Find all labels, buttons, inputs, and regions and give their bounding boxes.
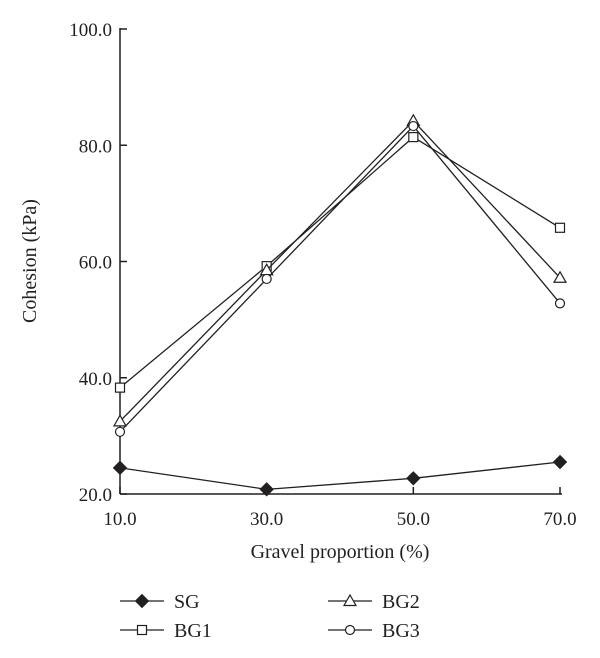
x-ticks: 10.0 30.0 50.0 70.0: [103, 487, 577, 530]
data-point-sg: [112, 460, 128, 476]
data-point-bg3: [554, 298, 566, 309]
data-point-sg: [552, 454, 568, 470]
x-tick-label: 30.0: [250, 509, 283, 530]
series-line-sg: [119, 461, 561, 491]
x-tick-label: 70.0: [543, 509, 576, 530]
legend-item-bg2: BG2: [328, 591, 420, 613]
y-ticks: 20.0 40.0 60.0 80.0 100.0: [69, 20, 127, 506]
data-point-sg: [406, 471, 421, 486]
data-point-bg1: [554, 222, 566, 233]
series-bg3: [114, 120, 566, 437]
series-line-bg3: [119, 125, 561, 433]
data-point-bg1: [408, 132, 419, 143]
data-point-bg3: [408, 120, 419, 132]
series-line-bg1: [119, 136, 561, 389]
data-point-bg3: [114, 426, 126, 437]
legend-item-bg1: BG1: [120, 620, 212, 642]
y-tick-label: 60.0: [79, 253, 112, 274]
legend-label-bg2: BG2: [382, 591, 420, 613]
legend-label-bg1: BG1: [174, 620, 212, 642]
y-tick-label: 20.0: [79, 485, 112, 506]
series-bg1: [114, 132, 566, 393]
axes: [119, 28, 562, 495]
legend: SG BG1 BG2 BG3: [120, 591, 420, 642]
legend-label-sg: SG: [174, 591, 200, 613]
legend-marker-sg: [134, 593, 150, 609]
series-group: [112, 113, 568, 497]
series-sg: [112, 454, 568, 497]
y-tick-label: 80.0: [79, 136, 112, 157]
data-point-bg3: [261, 273, 272, 285]
data-point-sg: [259, 482, 274, 497]
x-axis-title: Gravel proportion (%): [251, 541, 430, 563]
legend-marker-bg2: [342, 593, 358, 607]
series-bg2: [112, 113, 568, 427]
legend-item-bg3: BG3: [328, 620, 420, 642]
legend-item-sg: SG: [120, 591, 200, 613]
y-tick-label: 40.0: [79, 369, 112, 390]
data-point-bg2: [112, 414, 128, 427]
data-point-bg2: [552, 270, 568, 283]
x-tick-label: 50.0: [397, 509, 430, 530]
x-tick-label: 10.0: [103, 509, 136, 530]
legend-marker-bg3: [344, 624, 356, 636]
data-point-bg1: [114, 382, 126, 393]
y-tick-label: 100.0: [69, 20, 112, 41]
y-axis-title: Cohesion (kPa): [19, 199, 41, 323]
series-line-bg2: [119, 119, 561, 422]
legend-label-bg3: BG3: [382, 620, 420, 642]
legend-marker-bg1: [136, 624, 148, 636]
